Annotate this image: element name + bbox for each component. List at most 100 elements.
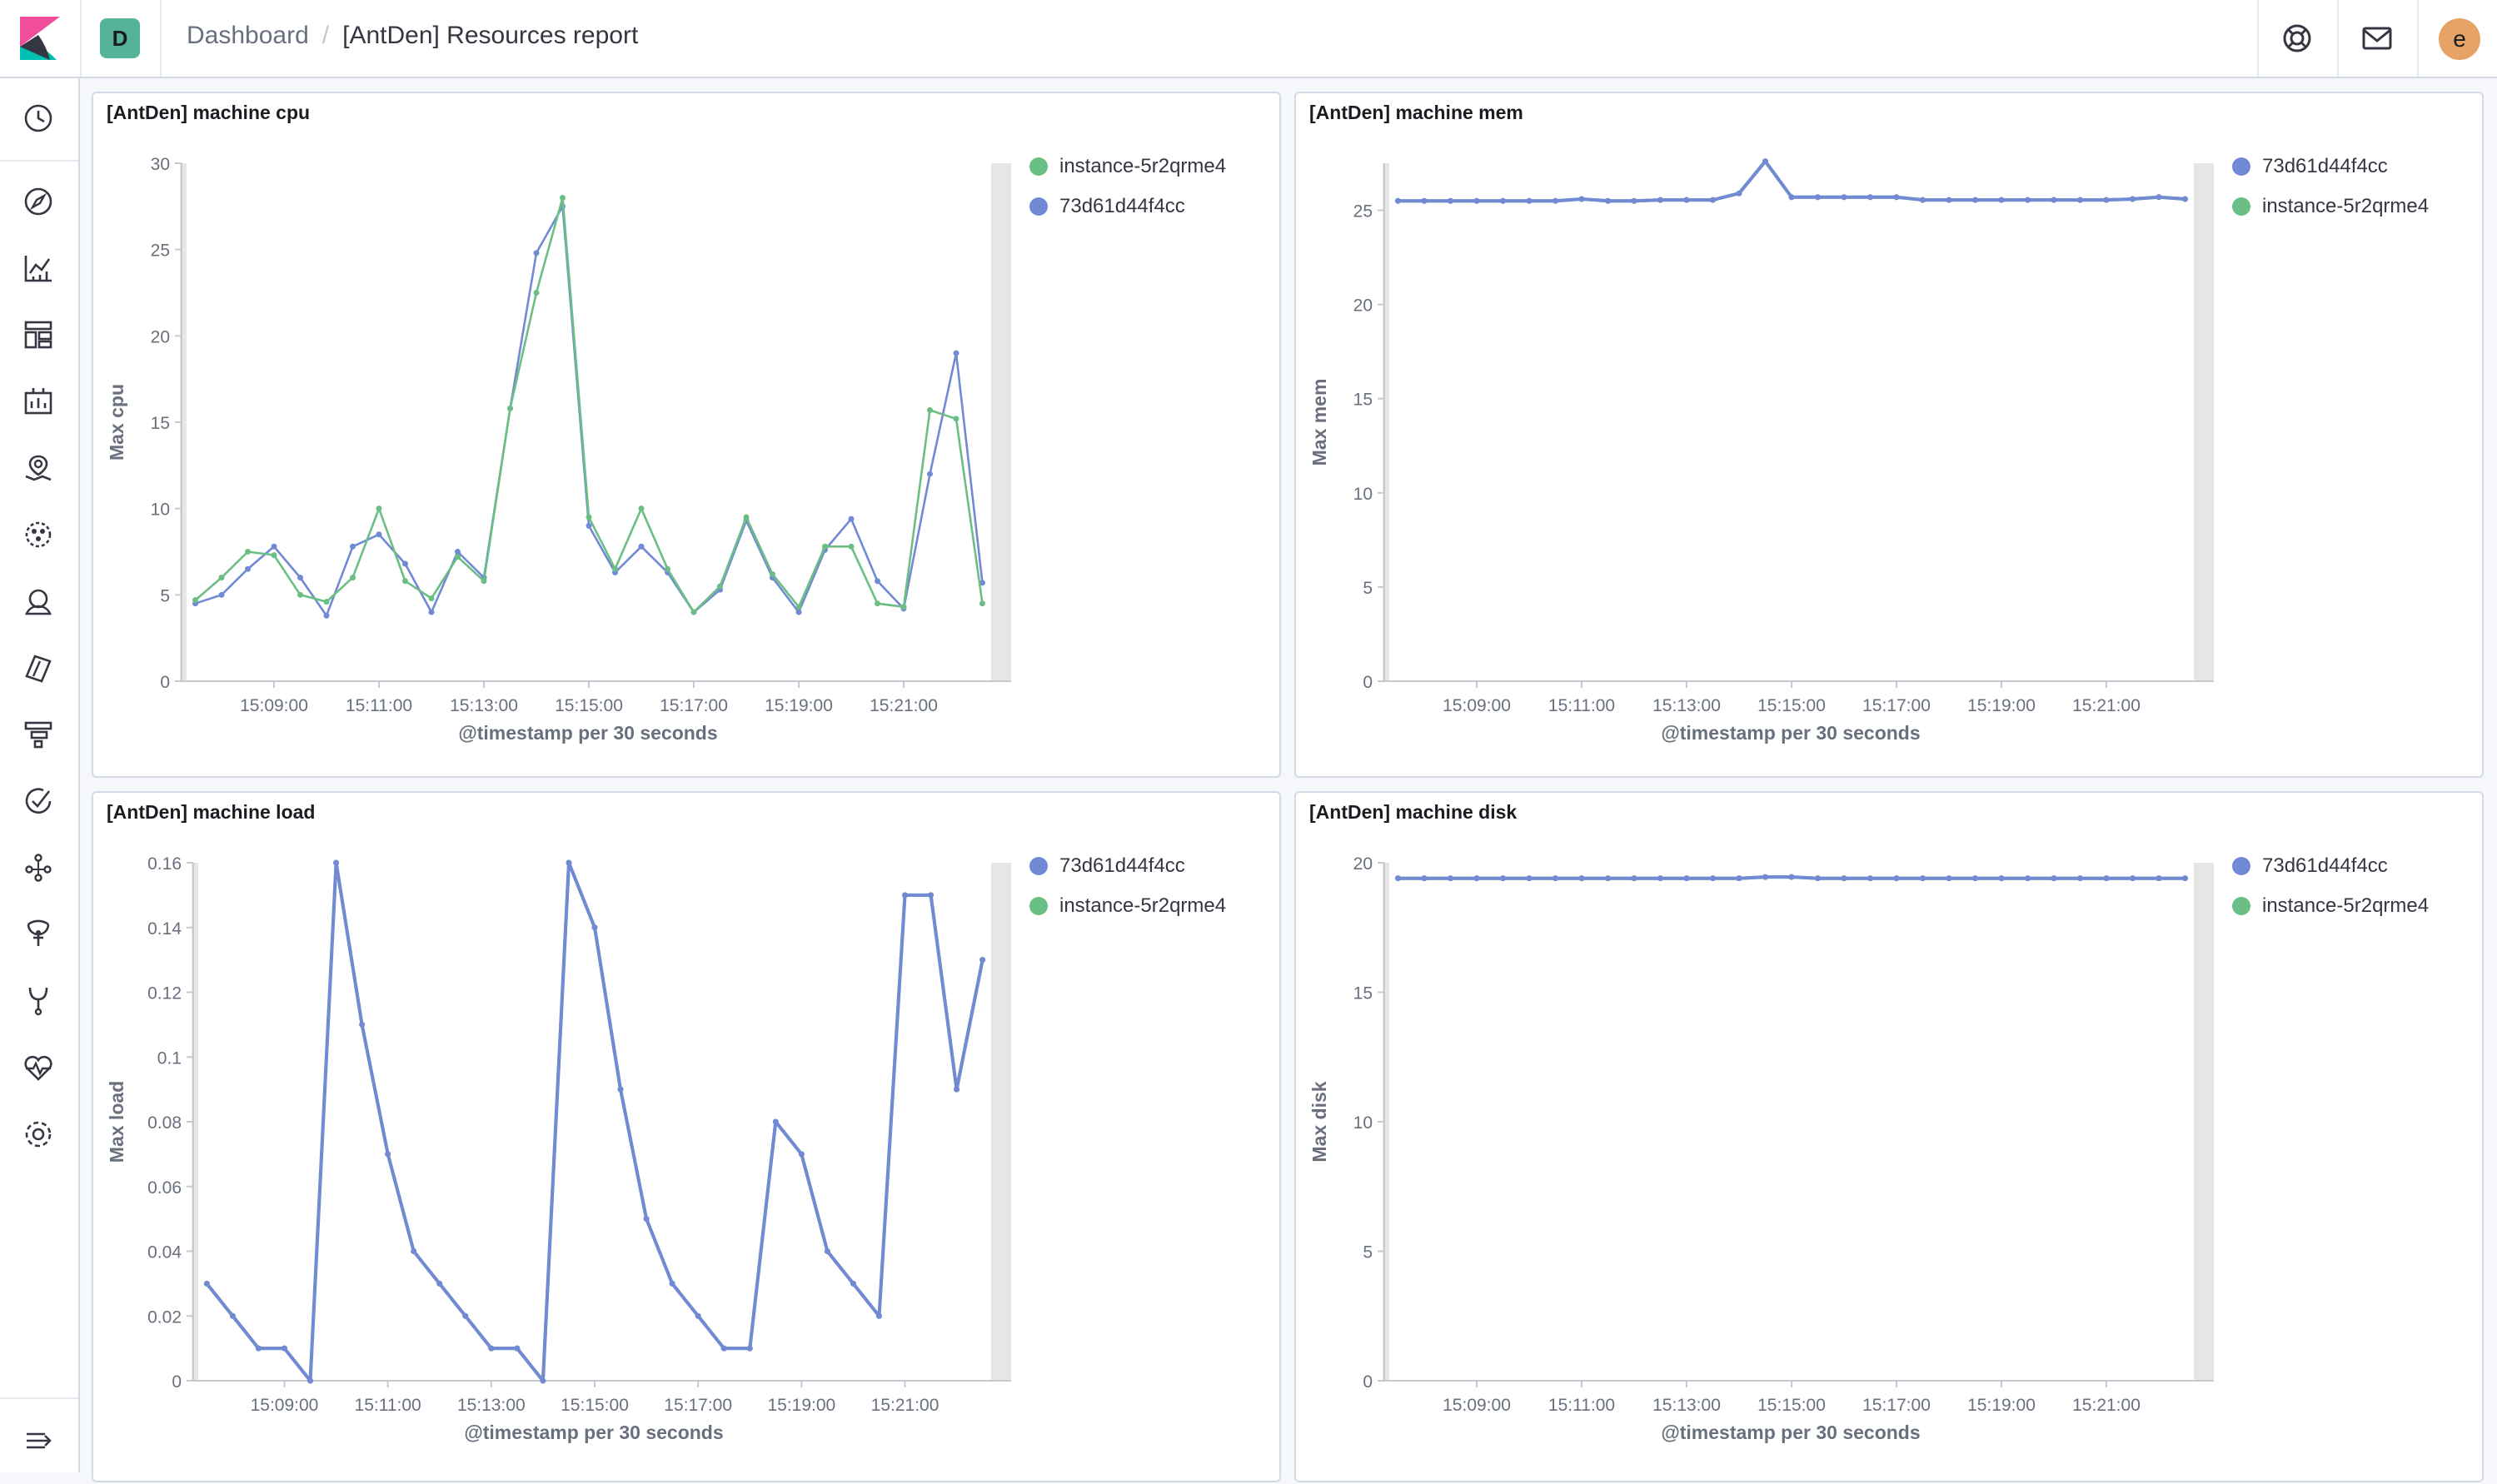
data-point [218,575,225,581]
series-line [205,861,984,1382]
dashboard-icon[interactable] [22,318,55,351]
legend-label: instance-5r2qrme4 [1059,894,1227,917]
header-divider [160,0,162,77]
graph-icon[interactable] [22,851,55,884]
canvas-icon[interactable] [22,385,55,418]
data-point [411,1248,417,1254]
visualize-icon[interactable] [22,251,55,285]
y-tick-label: 0.12 [147,984,182,1003]
management-icon[interactable] [22,1118,55,1151]
nav-separator [0,160,78,162]
header-divider [2417,0,2419,77]
kibana-logo-icon[interactable] [17,15,63,62]
x-tick-label: 15:11:00 [1548,1396,1615,1415]
data-point [1395,197,1401,204]
plot-right-band [991,163,1011,681]
data-point [2077,197,2083,203]
data-point [586,514,592,520]
panel-machine-mem[interactable]: [AntDen] machine mem 0 5 10 15 20 25 15:09:00 1… [1294,92,2484,778]
data-point [359,1021,366,1028]
breadcrumb-dashboard[interactable]: Dashboard [187,22,309,49]
data-point [2182,875,2188,882]
stack-monitoring-icon[interactable] [22,1051,55,1084]
apm-icon[interactable] [22,718,55,751]
legend-item[interactable]: instance-5r2qrme4 [2232,894,2429,918]
panel-machine-cpu[interactable]: [AntDen] machine cpu 0 5 10 15 20 25 30 15:09:0… [92,92,1281,778]
y-tick-label: 15 [151,414,170,433]
data-point [586,522,592,529]
y-tick-label: 25 [1353,202,1373,222]
y-axis-label: Max cpu [106,384,127,461]
user-avatar[interactable]: e [2439,18,2480,60]
x-tick-label: 15:15:00 [1757,696,1826,715]
monitoring-icon[interactable] [22,984,55,1018]
discover-icon[interactable] [22,185,55,218]
space-avatar[interactable]: D [100,18,140,58]
legend-dot [1029,897,1048,915]
data-point [1815,194,1821,201]
legend-dot [2232,897,2250,915]
x-tick-label: 15:15:00 [1757,1396,1826,1415]
y-tick-label: 5 [1363,579,1373,598]
panel-machine-load[interactable]: [AntDen] machine load 0 0.02 0.04 0.06 0.08 0… [92,791,1281,1482]
legend-item[interactable]: instance-5r2qrme4 [1029,155,1226,178]
data-point [1683,875,1690,882]
data-point [1526,197,1533,204]
legend-item[interactable]: instance-5r2qrme4 [1029,894,1226,918]
panel-title: [AntDen] machine load [107,801,316,823]
legend-dot [1029,157,1048,176]
y-tick-label: 20 [151,327,170,346]
data-point [798,1151,805,1158]
dev-tools-icon[interactable] [22,918,55,951]
legend-item[interactable]: 73d61d44f4cc [1029,854,1185,878]
x-tick-label: 15:21:00 [870,696,938,715]
x-tick-label: 15:09:00 [240,696,308,715]
data-point [333,859,340,866]
x-tick-label: 15:19:00 [765,696,833,715]
chart-machine-load: 0 0.02 0.04 0.06 0.08 0.1 0.12 0.14 0.16 15:09:00… [106,854,1011,1443]
mail-icon[interactable] [2360,22,2394,55]
x-tick-label: 15:15:00 [555,696,623,715]
x-axis-label: @timestamp per 30 seconds [458,722,717,744]
x-tick-label: 15:13:00 [1652,1396,1721,1415]
ml-icon[interactable] [22,518,55,551]
data-point [533,290,540,296]
legend-dot [1029,197,1048,216]
maps-icon[interactable] [22,451,55,485]
logs-icon[interactable] [22,651,55,685]
plot-left-band [1383,163,1389,681]
x-tick-label: 15:17:00 [660,696,728,715]
data-point [566,859,572,866]
data-point [1448,875,1453,882]
panel-title: [AntDen] machine mem [1309,102,1523,123]
legend-item[interactable]: instance-5r2qrme4 [2232,195,2429,218]
data-point [927,406,933,413]
nav-separator [0,1397,78,1399]
data-point [875,578,880,585]
uptime-icon[interactable] [22,784,55,818]
data-point [218,591,225,598]
help-icon[interactable] [2280,22,2314,55]
data-point [1657,197,1663,203]
data-point [953,350,959,356]
infrastructure-icon[interactable] [22,585,55,618]
data-point [617,1086,624,1093]
legend-item[interactable]: 73d61d44f4cc [2232,155,2388,178]
x-axis-label: @timestamp per 30 seconds [1661,1422,1920,1443]
data-point [203,1280,210,1287]
recent-icon[interactable] [22,102,55,135]
panel-machine-disk[interactable]: [AntDen] machine disk 0 5 10 15 20 15:09:00 15… [1294,791,2484,1482]
data-point [1972,197,1978,203]
data-point [350,575,356,581]
data-point [665,565,670,572]
plot-right-band [991,863,1011,1381]
data-point [271,552,277,559]
data-point [1867,194,1873,201]
collapse-menu-icon[interactable] [22,1424,55,1457]
legend-item[interactable]: 73d61d44f4cc [2232,854,2388,878]
breadcrumb: Dashboard / [AntDen] Resources report [187,22,638,50]
data-point [402,560,408,567]
data-point [1473,875,1480,882]
data-point [875,1312,882,1319]
legend-item[interactable]: 73d61d44f4cc [1029,195,1185,218]
